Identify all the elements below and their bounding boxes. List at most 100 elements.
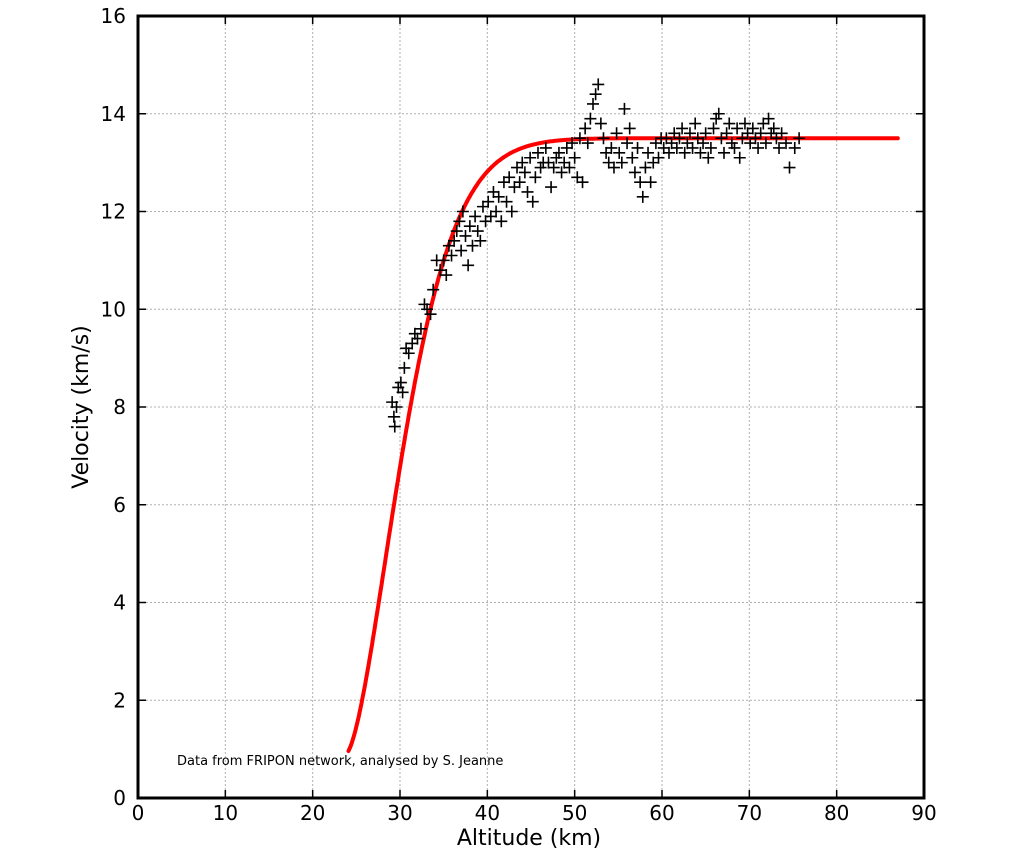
- data-point: [694, 146, 707, 159]
- data-point: [490, 205, 503, 218]
- data-point: [450, 225, 463, 238]
- data-point: [728, 141, 741, 154]
- data-point: [560, 141, 573, 154]
- data-point: [390, 401, 403, 413]
- data-point: [398, 361, 411, 374]
- data-point: [437, 254, 450, 267]
- data-point: [469, 210, 482, 223]
- data-point: [400, 342, 413, 355]
- data-point: [396, 386, 409, 399]
- data-point: [508, 181, 521, 194]
- data-point: [605, 141, 618, 154]
- data-point: [503, 171, 516, 184]
- data-point: [495, 215, 508, 228]
- data-point: [673, 132, 686, 145]
- data-point: [387, 410, 400, 423]
- x-tick-label: 0: [132, 801, 145, 825]
- y-tick-label: 2: [113, 688, 126, 712]
- data-point: [476, 200, 489, 213]
- data-point: [613, 146, 626, 159]
- data-point: [440, 269, 453, 282]
- data-point: [471, 225, 484, 238]
- data-point: [497, 176, 510, 189]
- data-point: [665, 137, 678, 150]
- data-point: [566, 137, 579, 150]
- y-tick-label: 14: [101, 102, 126, 126]
- x-tick-label: 30: [387, 801, 412, 825]
- data-point: [689, 117, 702, 130]
- data-point: [534, 161, 547, 174]
- data-point: [576, 176, 589, 189]
- data-point: [780, 137, 793, 150]
- data-point: [744, 137, 757, 150]
- data-point: [623, 122, 636, 135]
- data-point: [746, 122, 759, 135]
- data-point: [718, 146, 731, 159]
- data-point: [626, 151, 639, 164]
- data-point: [550, 151, 563, 164]
- data-point: [788, 141, 801, 154]
- x-tick-label: 10: [213, 801, 238, 825]
- x-tick-label: 50: [562, 801, 587, 825]
- data-point: [505, 205, 518, 218]
- data-point: [558, 156, 571, 169]
- data-point: [513, 176, 526, 189]
- data-point: [636, 190, 649, 203]
- data-point: [589, 88, 602, 101]
- data-point: [463, 220, 476, 233]
- data-point: [466, 239, 479, 252]
- data-point: [628, 166, 641, 179]
- y-tick-label: 8: [113, 395, 126, 419]
- data-point: [754, 127, 767, 140]
- data-point: [402, 347, 415, 360]
- data-point: [652, 151, 665, 164]
- x-tick-label: 90: [911, 801, 936, 825]
- data-point: [759, 137, 772, 150]
- data-point: [545, 181, 558, 194]
- data-point: [492, 190, 505, 203]
- data-point: [587, 97, 600, 110]
- annotation-text: Data from FRIPON network, analysed by S.…: [177, 754, 503, 769]
- data-point: [621, 137, 634, 150]
- data-point: [539, 141, 552, 154]
- data-point: [634, 176, 647, 189]
- data-point: [448, 234, 461, 247]
- fit-curve-layer: [346, 136, 900, 753]
- data-point: [459, 229, 472, 242]
- y-tick-label: 4: [113, 591, 126, 615]
- data-point: [618, 102, 631, 115]
- x-tick-label: 40: [475, 801, 500, 825]
- data-point: [607, 161, 620, 174]
- fit-curve: [346, 136, 900, 753]
- data-point: [686, 141, 699, 154]
- scatter-points: [386, 78, 806, 433]
- data-point: [573, 132, 586, 145]
- data-point: [741, 127, 754, 140]
- data-point: [456, 205, 469, 218]
- data-point: [394, 376, 407, 389]
- data-point: [592, 78, 605, 91]
- data-point: [765, 127, 778, 140]
- data-point: [479, 215, 492, 228]
- data-point: [749, 132, 762, 145]
- data-point: [474, 234, 487, 247]
- data-point: [699, 127, 712, 140]
- data-point: [414, 322, 427, 335]
- data-point: [482, 195, 495, 208]
- data-point: [649, 137, 662, 150]
- data-point: [702, 151, 715, 164]
- data-point: [647, 156, 660, 169]
- data-point: [657, 141, 670, 154]
- data-point: [697, 137, 710, 150]
- data-point: [571, 171, 584, 184]
- axis-ticks: 0 10 20 30 40 50 60 70 80 90 0 2 4 6 8 10 12 14 16: [101, 4, 937, 825]
- data-point: [660, 132, 673, 145]
- x-tick-label: 60: [649, 801, 674, 825]
- data-point: [668, 127, 681, 140]
- y-tick-label: 10: [101, 297, 126, 321]
- data-point: [579, 122, 592, 135]
- data-point: [453, 215, 466, 228]
- data-point: [445, 249, 458, 262]
- data-point: [704, 141, 717, 154]
- data-point: [644, 176, 657, 189]
